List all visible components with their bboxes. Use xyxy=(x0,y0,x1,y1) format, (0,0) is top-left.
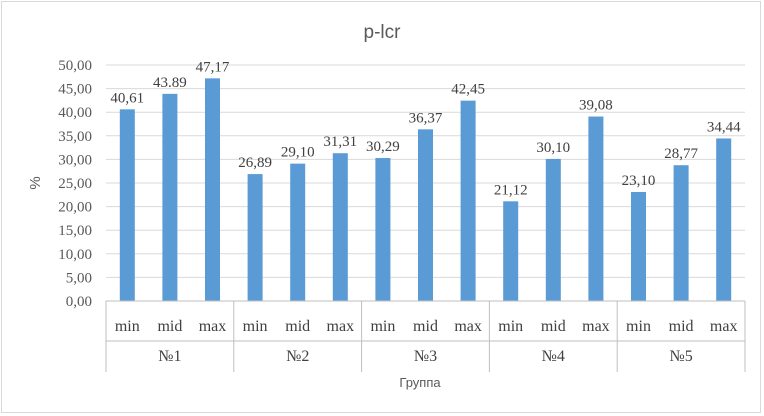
x-subcategory-label: max xyxy=(710,318,738,335)
y-tick-label: 45,00 xyxy=(58,82,92,98)
bar xyxy=(503,201,519,301)
x-group-label: №5 xyxy=(669,348,692,365)
x-subcategory-label: mid xyxy=(157,318,182,335)
y-tick-label: 30,00 xyxy=(58,152,92,168)
x-group-label: №3 xyxy=(414,348,437,365)
data-label: 30,29 xyxy=(366,139,400,155)
bar xyxy=(545,158,561,301)
x-subcategory-label: max xyxy=(199,318,227,335)
y-tick-label: 20,00 xyxy=(58,200,92,216)
x-subcategory-label: min xyxy=(243,318,268,335)
y-tick-label: 10,00 xyxy=(58,247,92,263)
y-tick-label: 40,00 xyxy=(58,105,92,121)
data-label: 42,45 xyxy=(451,82,485,98)
y-tick-label: 50,00 xyxy=(58,58,92,74)
bar xyxy=(375,158,391,301)
data-label: 28,77 xyxy=(664,146,698,162)
data-label: 31,31 xyxy=(323,134,357,150)
data-label: 30,10 xyxy=(536,140,570,156)
x-subcategory-label: mid xyxy=(541,318,566,335)
x-subcategory-label: max xyxy=(327,318,355,335)
bar xyxy=(119,109,135,301)
data-label: 43.89 xyxy=(153,75,187,91)
x-subcategory-label: min xyxy=(498,318,523,335)
x-subcategory-label: mid xyxy=(669,318,694,335)
y-axis-label: % xyxy=(27,176,44,189)
bar xyxy=(205,78,220,301)
x-subcategory-label: min xyxy=(370,318,395,335)
bar xyxy=(716,138,732,301)
x-axis-label: Группа xyxy=(399,375,441,390)
y-tick-labels: 0,00 5,00 10,00 15,00 20,00 25,00 30,00 35,00 40… xyxy=(58,58,92,310)
bar xyxy=(673,165,689,301)
y-tick-label: 15,00 xyxy=(58,223,92,239)
x-subcategory-label: min xyxy=(115,318,140,335)
x-group-label: №1 xyxy=(158,348,181,365)
bar xyxy=(460,100,476,301)
bar xyxy=(588,116,604,302)
data-label: 40,61 xyxy=(110,90,144,106)
x-subcategory-label: min xyxy=(626,318,651,335)
data-labels: 40,61 43.89 47,17 26,89 29,10 31,31 30,29 36,37… xyxy=(110,59,741,198)
data-label: 47,17 xyxy=(196,59,230,75)
data-label: 21,12 xyxy=(494,182,528,198)
data-label: 34,44 xyxy=(707,119,741,135)
chart-title: p-lcr xyxy=(364,22,402,43)
x-subcategory-label: max xyxy=(454,318,482,335)
data-label: 23,10 xyxy=(622,173,656,189)
data-label: 36,37 xyxy=(409,110,443,126)
bar xyxy=(247,174,263,301)
bar xyxy=(418,129,433,301)
x-group-label: №2 xyxy=(286,348,309,365)
data-label: 26,89 xyxy=(238,155,272,171)
data-label: 39,08 xyxy=(579,98,613,114)
bar xyxy=(332,153,348,301)
bar xyxy=(290,163,306,301)
x-subcategory-label: mid xyxy=(285,318,310,335)
y-tick-label: 25,00 xyxy=(58,176,92,192)
y-tick-label: 35,00 xyxy=(58,129,92,145)
data-label: 29,10 xyxy=(281,145,315,161)
x-subcategory-label: mid xyxy=(413,318,438,335)
x-subcategory-label: max xyxy=(582,318,610,335)
bars xyxy=(119,78,732,302)
bar xyxy=(162,93,178,301)
y-tick-label: 0,00 xyxy=(66,294,92,310)
x-group-label: №4 xyxy=(542,348,565,365)
y-tick-label: 5,00 xyxy=(66,270,92,286)
bar xyxy=(631,191,646,301)
